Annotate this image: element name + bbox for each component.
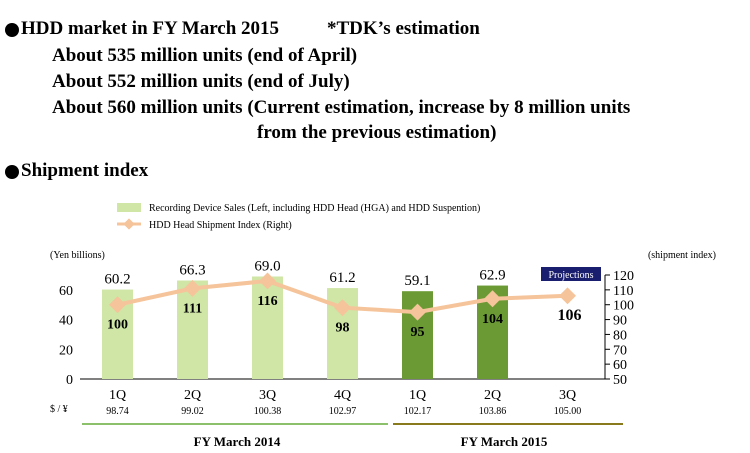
fx-label: $ / ¥ [50,404,68,415]
legend-bar-swatch [117,203,141,212]
x-tick-label: 1Q [109,388,126,403]
estimate-current-cont: from the previous estimation) [257,122,497,143]
fx-rate-label: 103.86 [479,406,507,417]
y-left-tick: 20 [59,343,73,358]
fiscal-group-label: FY March 2015 [461,434,548,449]
bar-value-label: 59.1 [404,273,430,289]
fx-rate-label: 102.97 [329,406,357,417]
legend-line-marker [123,218,135,230]
x-tick-label: 4Q [334,388,351,403]
index-point [259,272,276,290]
fx-rate-label: 99.02 [181,406,204,417]
fx-rate-label: 105.00 [554,406,582,417]
index-value-label: 116 [257,294,277,309]
fx-rate-label: 98.74 [106,406,129,417]
legend-bar-label: Recording Device Sales (Left, including … [149,203,480,214]
section-title: Shipment index [21,160,149,181]
bar [177,280,208,379]
x-tick-label: 3Q [259,388,276,403]
x-tick-label: 3Q [559,388,576,403]
y-left-tick: 0 [66,373,73,388]
projection-badge [541,267,601,281]
index-point [409,303,426,321]
index-value-label: 104 [482,312,503,327]
estimation-note: *TDK’s estimation [327,18,480,39]
estimate-april: About 535 million units (end of April) [52,45,358,66]
index-point [484,290,501,308]
x-tick-label: 2Q [184,388,201,403]
estimate-july: About 552 million units (end of July) [52,71,350,92]
y-right-tick: 60 [613,358,627,373]
estimate-current: About 560 million units (Current estimat… [52,97,631,118]
y-right-tick: 50 [613,373,627,388]
bullet-icon [5,165,19,179]
legend-line-label: HDD Head Shipment Index (Right) [149,220,292,231]
bar-value-label: 66.3 [179,262,205,278]
index-point [109,296,126,314]
y-right-tick: 90 [613,314,627,329]
x-tick-label: 1Q [409,388,426,403]
market-title: HDD market in FY March 2015 [21,18,280,39]
bar-value-label: 60.2 [104,272,130,288]
y-right-tick: 70 [613,343,627,358]
projection-badge-label: Projections [549,270,594,281]
bullet-icon [5,23,19,37]
bar-value-label: 61.2 [329,270,355,286]
fx-rate-label: 100.38 [254,406,282,417]
y-right-unit: (shipment index) [648,250,716,261]
y-left-unit: (Yen billions) [50,250,105,261]
fx-rate-label: 102.17 [404,406,432,417]
y-right-tick: 100 [613,299,634,314]
bar-value-label: 62.9 [479,268,505,284]
y-right-tick: 80 [613,328,627,343]
y-right-tick: 110 [613,284,633,299]
index-point [559,287,576,305]
fiscal-group-label: FY March 2014 [194,434,281,449]
bar [252,276,283,379]
index-value-label: 100 [107,318,128,333]
bar-value-label: 69.0 [254,258,280,274]
y-left-tick: 60 [59,284,73,299]
y-left-tick: 40 [59,314,73,329]
index-value-label: 95 [411,325,425,340]
index-value-label: 111 [183,301,202,316]
y-right-tick: 120 [613,269,634,284]
index-point [334,299,351,317]
index-value-label: 98 [336,321,350,336]
index-point [184,279,201,297]
x-tick-label: 2Q [484,388,501,403]
index-value-label: 106 [558,307,582,324]
